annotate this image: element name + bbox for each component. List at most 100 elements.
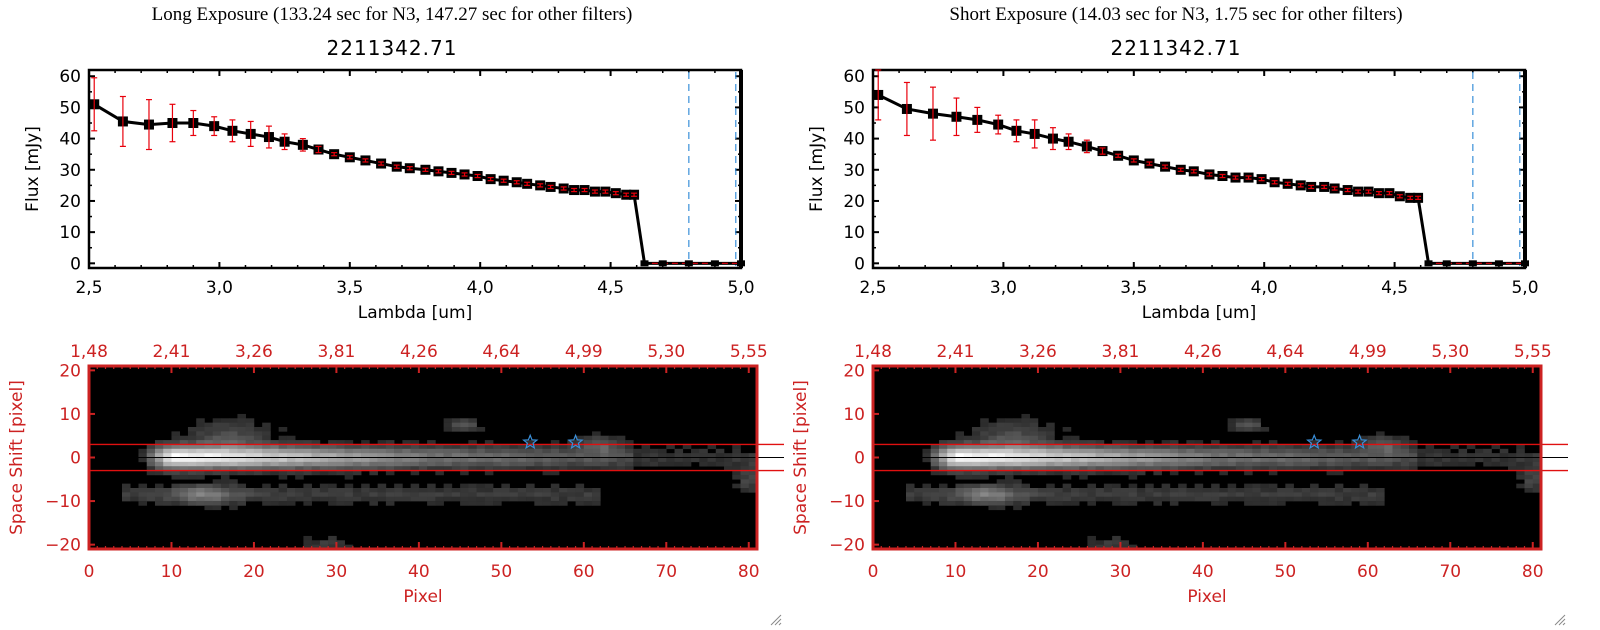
y-tick-label: 20 xyxy=(59,361,81,381)
y-tick-label: 10 xyxy=(59,405,81,425)
x-tick-label: 4,5 xyxy=(1381,278,1408,298)
y-tick-label: 10 xyxy=(843,223,865,243)
top-wavelength-label: 4,64 xyxy=(482,342,520,362)
top-wavelength-label: 1,48 xyxy=(70,342,108,362)
x-tick-label: 5,0 xyxy=(727,278,754,298)
y-tick-label: −20 xyxy=(45,536,81,556)
top-wavelength-label: 2,41 xyxy=(937,342,975,362)
x-axis-label: Pixel xyxy=(403,587,442,607)
star-marker-icon xyxy=(1306,433,1323,450)
y-tick-label: −10 xyxy=(45,492,81,512)
x-tick-label: 10 xyxy=(161,562,183,582)
data-point-marker xyxy=(684,260,693,267)
top-wavelength-label: 5,55 xyxy=(730,342,768,362)
panel-long-exposure: Long Exposure (133.24 sec for N3, 147.27… xyxy=(0,0,784,630)
x-tick-label: 4,0 xyxy=(1251,278,1278,298)
x-tick-label: 60 xyxy=(1357,562,1379,582)
data-point-marker xyxy=(1442,260,1451,267)
spectral-image-pixels xyxy=(905,413,1542,550)
top-wavelength-label: 4,99 xyxy=(565,342,603,362)
x-tick-label: 80 xyxy=(738,562,760,582)
top-wavelength-label: 4,99 xyxy=(1349,342,1387,362)
data-point-marker xyxy=(710,260,719,267)
y-axis-label: Space Shift [pixel] xyxy=(7,380,27,535)
top-wavelength-label: 3,81 xyxy=(1101,342,1139,362)
top-wavelength-label: 3,26 xyxy=(235,342,273,362)
star-marker-icon xyxy=(522,433,539,450)
y-tick-label: 20 xyxy=(843,192,865,212)
x-tick-label: 80 xyxy=(1522,562,1544,582)
object-id: 2211342.71 xyxy=(326,36,458,60)
top-wavelength-label: 5,30 xyxy=(647,342,685,362)
y-axis-label: Space Shift [pixel] xyxy=(791,380,811,535)
top-wavelength-label: 1,48 xyxy=(854,342,892,362)
data-point-marker xyxy=(1468,260,1477,267)
x-tick-label: 4,0 xyxy=(467,278,494,298)
plot-frame xyxy=(871,68,1527,270)
x-tick-label: 20 xyxy=(243,562,265,582)
x-tick-label: 3,0 xyxy=(990,278,1017,298)
y-tick-label: 0 xyxy=(70,254,81,274)
y-tick-label: 0 xyxy=(854,449,865,469)
flux-line xyxy=(93,103,741,265)
top-wavelength-label: 4,64 xyxy=(1266,342,1304,362)
spectral-image-pixels xyxy=(121,413,758,550)
top-wavelength-label: 4,26 xyxy=(400,342,438,362)
data-point-marker xyxy=(1521,260,1529,267)
long-exposure-plots: 2,5 3,0 3,5 4,0 4,5 5,0 0 10 20 30 40 50 60 Lambda [u… xyxy=(7,67,784,607)
x-tick-label: 50 xyxy=(1275,562,1297,582)
y-tick-label: 20 xyxy=(843,361,865,381)
x-tick-label: 20 xyxy=(1027,562,1049,582)
top-wavelength-label: 5,30 xyxy=(1431,342,1469,362)
y-tick-label: −20 xyxy=(829,536,865,556)
data-point-marker xyxy=(1424,260,1433,267)
resize-grip-icon[interactable] xyxy=(1552,612,1566,626)
y-tick-label: 0 xyxy=(854,254,865,274)
x-tick-label: 50 xyxy=(491,562,513,582)
x-tick-label: 40 xyxy=(1192,562,1214,582)
data-point-marker xyxy=(737,260,745,267)
y-tick-label: 40 xyxy=(843,130,865,150)
y-axis-label: Flux [mJy] xyxy=(23,126,43,212)
object-id: 2211342.71 xyxy=(1110,36,1242,60)
resize-grip-icon[interactable] xyxy=(768,612,782,626)
exposure-title: Short Exposure (14.03 sec for N3, 1.75 s… xyxy=(949,4,1403,25)
y-tick-label: 50 xyxy=(843,98,865,118)
x-tick-label: 70 xyxy=(655,562,677,582)
x-tick-label: 70 xyxy=(1439,562,1461,582)
x-tick-label: 2,5 xyxy=(75,278,102,298)
x-tick-label: 30 xyxy=(1110,562,1132,582)
top-wavelength-label: 2,41 xyxy=(153,342,191,362)
x-axis-label: Lambda [um] xyxy=(1142,303,1256,323)
data-point-marker xyxy=(640,260,649,267)
top-wavelength-label: 3,81 xyxy=(317,342,355,362)
x-tick-label: 10 xyxy=(945,562,967,582)
y-tick-label: 30 xyxy=(843,161,865,181)
y-tick-label: 10 xyxy=(59,223,81,243)
x-axis-label: Lambda [um] xyxy=(358,303,472,323)
x-tick-label: 3,5 xyxy=(1120,278,1147,298)
x-tick-label: 3,5 xyxy=(336,278,363,298)
x-tick-label: 0 xyxy=(84,562,95,582)
y-axis-label: Flux [mJy] xyxy=(807,126,827,212)
top-wavelength-label: 3,26 xyxy=(1019,342,1057,362)
x-tick-label: 40 xyxy=(408,562,430,582)
star-marker-icon xyxy=(567,433,584,450)
data-point-marker xyxy=(658,260,667,267)
y-tick-label: 20 xyxy=(59,192,81,212)
top-wavelength-label: 5,55 xyxy=(1514,342,1552,362)
x-tick-label: 5,0 xyxy=(1511,278,1538,298)
y-tick-label: 50 xyxy=(59,98,81,118)
x-axis-label: Pixel xyxy=(1187,587,1226,607)
top-wavelength-label: 4,26 xyxy=(1184,342,1222,362)
data-point-marker xyxy=(1494,260,1503,267)
panel-short-exposure: Short Exposure (14.03 sec for N3, 1.75 s… xyxy=(784,0,1568,630)
y-tick-label: 10 xyxy=(843,405,865,425)
y-tick-label: 30 xyxy=(59,161,81,181)
y-tick-label: 60 xyxy=(843,67,865,87)
exposure-title: Long Exposure (133.24 sec for N3, 147.27… xyxy=(151,4,633,25)
star-marker-icon xyxy=(1351,433,1368,450)
x-tick-label: 2,5 xyxy=(859,278,886,298)
x-tick-label: 4,5 xyxy=(597,278,624,298)
y-tick-label: 0 xyxy=(70,449,81,469)
